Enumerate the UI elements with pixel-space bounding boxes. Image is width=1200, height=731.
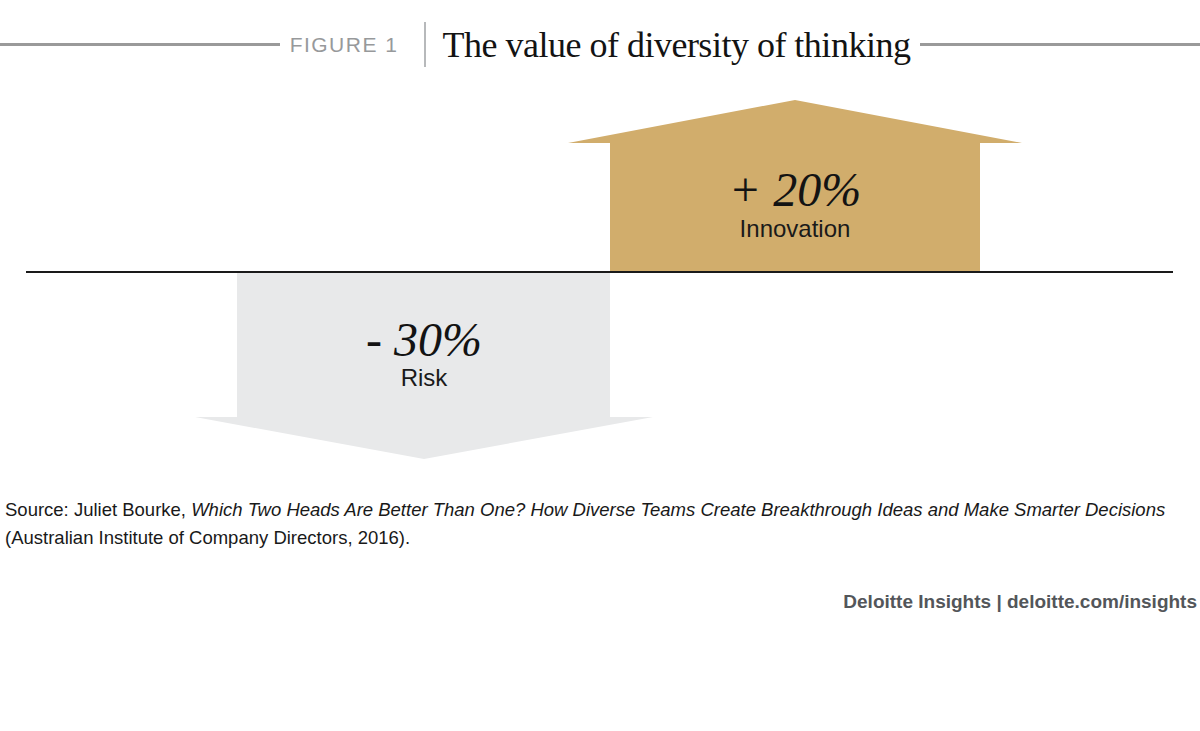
- innovation-value: + 20%: [610, 166, 980, 214]
- figure-page: FIGURE 1 The value of diversity of think…: [0, 0, 1200, 731]
- risk-value: - 30%: [239, 316, 609, 364]
- innovation-label: Innovation: [610, 215, 980, 244]
- risk-label: Risk: [239, 364, 609, 393]
- source-prefix: Source: Juliet Bourke,: [5, 499, 191, 520]
- source-work-title: Which Two Heads Are Better Than One? How…: [191, 499, 1165, 520]
- source-suffix: (Australian Institute of Company Directo…: [5, 527, 410, 548]
- source-note: Source: Juliet Bourke, Which Two Heads A…: [5, 496, 1191, 551]
- deloitte-insights-branding: Deloitte Insights | deloitte.com/insight…: [0, 591, 1197, 613]
- diverging-arrows-chart: [0, 0, 1200, 500]
